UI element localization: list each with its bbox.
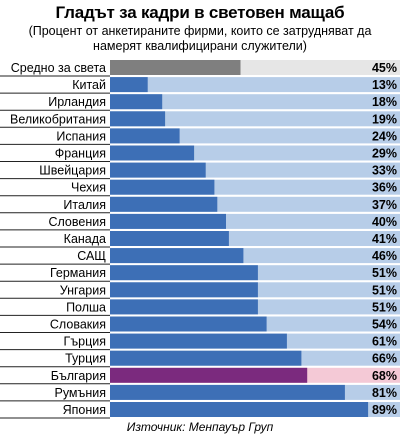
bar — [110, 248, 244, 264]
value-label: 19% — [372, 112, 397, 126]
value-label: 51% — [372, 300, 397, 314]
value-label: 68% — [372, 369, 397, 383]
bar — [110, 231, 229, 246]
bar — [110, 162, 206, 178]
bar — [110, 213, 226, 229]
category-label: Гърция — [64, 335, 106, 349]
value-label: 33% — [372, 164, 397, 178]
value-label: 66% — [372, 352, 397, 366]
value-label: 13% — [372, 78, 397, 92]
bar-background — [110, 111, 400, 127]
bar — [110, 94, 163, 110]
value-label: 89% — [372, 403, 397, 417]
bar — [110, 333, 287, 349]
bar — [110, 384, 345, 400]
category-label: България — [51, 369, 106, 383]
value-label: 51% — [372, 266, 397, 280]
value-label: 54% — [372, 318, 397, 332]
source-note: Източник: Менпауър Груп — [126, 420, 274, 434]
chart-subtitle: (Процент от анкетираните фирми, които се… — [28, 24, 372, 53]
bar — [110, 111, 166, 127]
bar-background — [110, 128, 400, 144]
bar — [110, 265, 258, 281]
value-label: 46% — [372, 249, 397, 263]
bar-background — [110, 77, 400, 93]
category-label: Полша — [66, 300, 106, 314]
category-label: Словакия — [50, 318, 106, 332]
category-label: Италия — [63, 198, 106, 212]
value-label: 81% — [372, 386, 397, 400]
category-label: Германия — [50, 266, 106, 280]
bar — [110, 77, 148, 93]
value-label: 41% — [372, 232, 397, 246]
value-label: 29% — [372, 147, 397, 161]
bar — [110, 145, 195, 161]
bar — [110, 196, 218, 212]
category-label: Средно за света — [11, 61, 106, 75]
bar — [110, 282, 258, 298]
value-label: 37% — [372, 198, 397, 212]
value-label: 36% — [372, 181, 397, 195]
bar — [110, 128, 180, 144]
category-label: САЩ — [77, 249, 106, 263]
value-label: 61% — [372, 335, 397, 349]
value-label: 18% — [372, 95, 397, 109]
chart-title: Гладът за кадри в световен мащаб — [55, 3, 345, 22]
category-label: Унгария — [60, 283, 106, 297]
category-label: Словения — [48, 215, 106, 229]
category-label: Румъния — [54, 386, 106, 400]
bar — [110, 60, 241, 75]
value-label: 51% — [372, 283, 397, 297]
value-label: 24% — [372, 129, 397, 143]
category-label: Китай — [72, 78, 106, 92]
bar — [110, 367, 308, 383]
category-label: Испания — [56, 129, 106, 143]
category-label: Ирландия — [48, 95, 106, 109]
bar — [110, 299, 258, 315]
category-label: Франция — [55, 147, 106, 161]
category-label: Турция — [65, 352, 106, 366]
category-label: Великобритания — [10, 112, 106, 126]
category-label: Япония — [63, 403, 106, 417]
value-label: 40% — [372, 215, 397, 229]
category-label: Чехия — [71, 181, 106, 195]
category-label: Канада — [64, 232, 106, 246]
bar — [110, 179, 215, 195]
bar — [110, 402, 369, 417]
bar — [110, 350, 302, 366]
value-label: 45% — [372, 61, 397, 75]
bar — [110, 316, 267, 332]
category-label: Швейцария — [39, 164, 106, 178]
bar-background — [110, 94, 400, 110]
